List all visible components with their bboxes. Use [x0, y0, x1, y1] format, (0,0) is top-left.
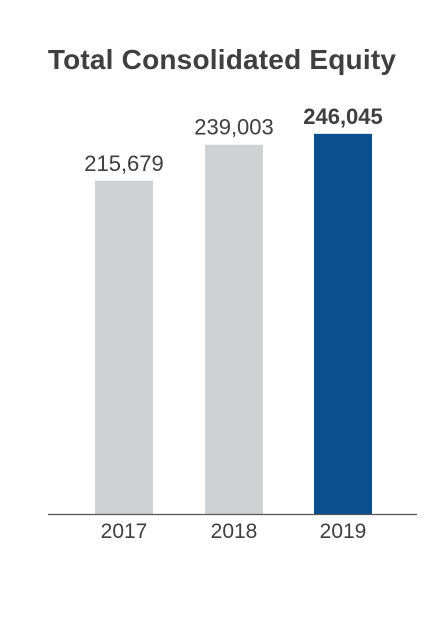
data-label-2018: 239,003: [194, 115, 274, 140]
bar-2019: [314, 133, 372, 514]
data-label-2019: 246,045: [303, 104, 383, 129]
labels-layer: 215,679 2017 239,003 2018 246,045 2019: [84, 104, 383, 543]
x-tick-label-2018: 2018: [211, 520, 258, 543]
bars-layer: [95, 133, 372, 515]
x-tick-label-2017: 2017: [101, 520, 148, 543]
bar-2018: [205, 144, 263, 515]
data-label-2017: 215,679: [84, 151, 164, 176]
x-tick-label-2019: 2019: [320, 520, 367, 543]
bar-2017: [95, 180, 153, 514]
chart-title: Total Consolidated Equity: [47, 44, 397, 75]
